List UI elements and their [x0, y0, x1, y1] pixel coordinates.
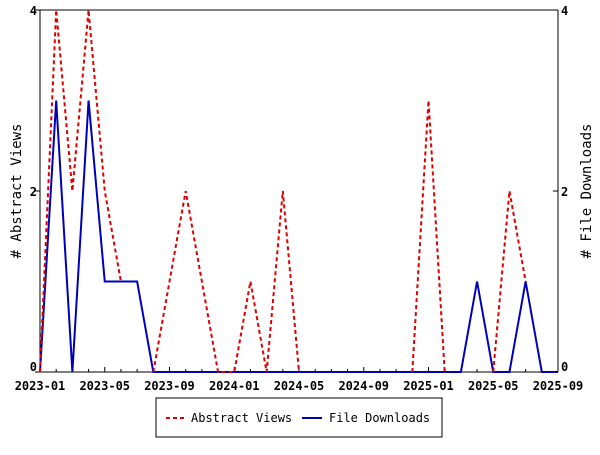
x-tick-label: 2023-09 — [144, 379, 195, 393]
y-tick-label-right: 0 — [561, 360, 568, 374]
x-tick-label: 2023-01 — [15, 379, 66, 393]
y-tick-label-left: 0 — [30, 360, 37, 374]
y-tick-label-right: 2 — [561, 185, 568, 199]
x-tick-label: 2025-09 — [533, 379, 584, 393]
legend-box — [155, 397, 443, 438]
legend: Abstract Views File Downloads — [155, 397, 443, 438]
x-tick-label: 2025-05 — [468, 379, 519, 393]
x-tick-label: 2024-05 — [274, 379, 325, 393]
axes: 2023-01 2023-05 2023-09 2024-01 2024-05 2024-… — [15, 4, 584, 393]
series-line-abstract-views — [39, 9, 527, 373]
x-tick-label: 2025-01 — [403, 379, 454, 393]
x-tick-label: 2024-01 — [209, 379, 260, 393]
y-tick-label-left: 4 — [30, 4, 37, 18]
y-axis-label-left: # Abstract Views — [9, 124, 25, 259]
y-tick-label-left: 2 — [30, 185, 37, 199]
legend-label-views: Abstract Views — [191, 411, 292, 425]
y-tick-label-right: 4 — [561, 4, 568, 18]
series-line-file-downloads — [39, 100, 558, 373]
y-axis-label-right: # File Downloads — [579, 124, 595, 259]
x-tick-label: 2024-09 — [338, 379, 389, 393]
series-layer — [39, 9, 558, 373]
x-tick-label: 2023-05 — [79, 379, 130, 393]
legend-label-downloads: File Downloads — [329, 411, 430, 425]
